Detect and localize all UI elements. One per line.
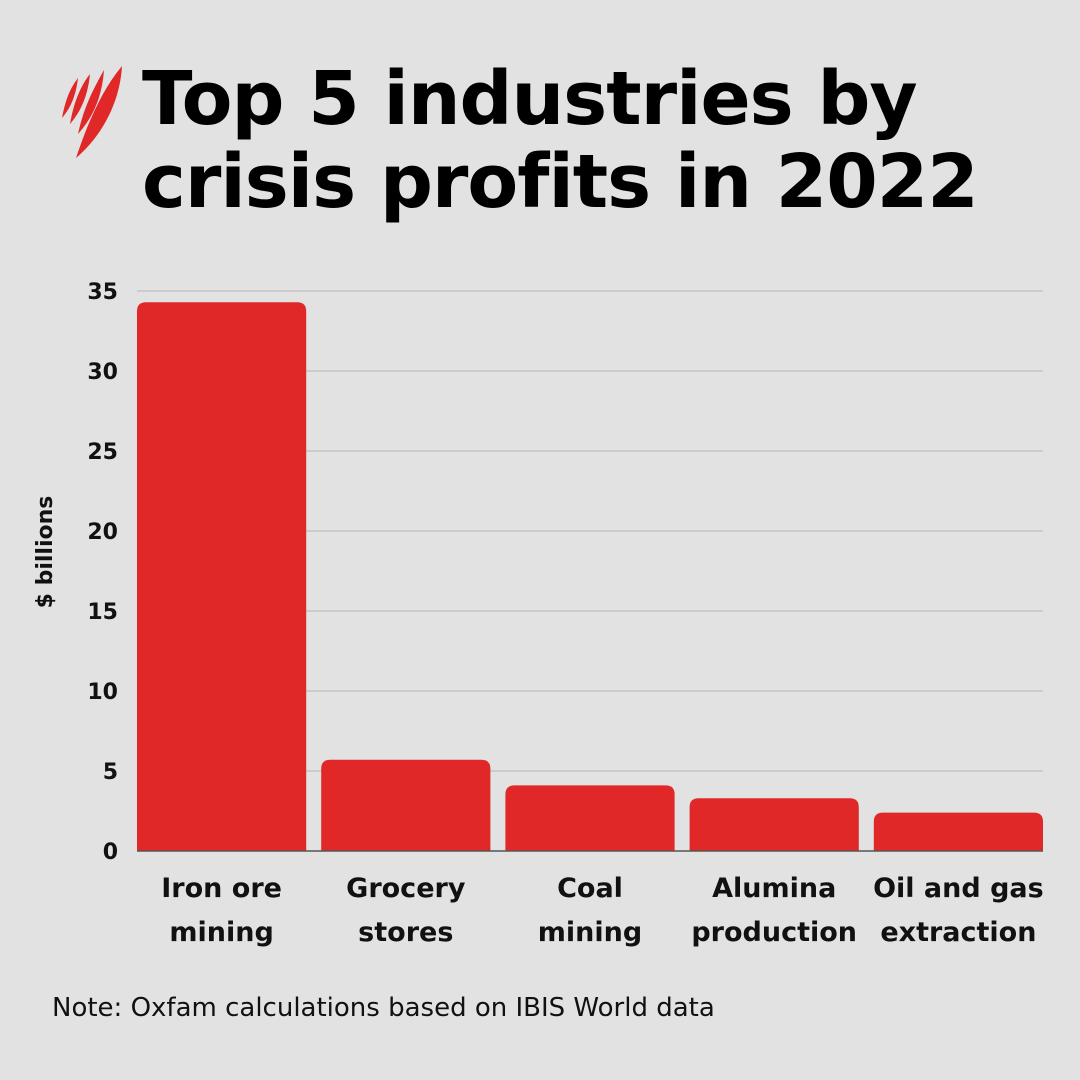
sbs-logo-icon (62, 66, 122, 158)
x-tick-label: extraction (880, 917, 1036, 948)
y-tick-label: 5 (103, 760, 118, 785)
bar (873, 812, 1043, 851)
y-tick-label: 15 (87, 600, 118, 625)
y-tick-label: 25 (87, 440, 118, 465)
x-tick-label: Grocery (346, 873, 466, 904)
source-note: Note: Oxfam calculations based on IBIS W… (52, 993, 715, 1023)
y-tick-label: 30 (87, 360, 118, 385)
x-tick-label: Oil and gas (873, 873, 1044, 904)
x-tick-label: mining (169, 917, 273, 948)
x-tick-label: mining (538, 917, 642, 948)
chart-title: Top 5 industries by crisis profits in 20… (142, 56, 979, 225)
y-tick-label: 35 (87, 280, 118, 305)
y-axis-label: $ billions (33, 496, 58, 609)
y-tick-label: 0 (103, 840, 118, 865)
y-tick-label: 20 (87, 520, 118, 545)
x-tick-label: Alumina (712, 873, 836, 904)
x-tick-label: stores (358, 917, 453, 948)
bar (321, 759, 491, 851)
y-tick-label: 10 (87, 680, 118, 705)
x-tick-label: Coal (557, 873, 623, 904)
bar (505, 785, 675, 851)
x-tick-label: production (691, 917, 857, 948)
bar (137, 302, 307, 851)
bar (689, 798, 859, 851)
x-tick-label: Iron ore (161, 873, 282, 904)
